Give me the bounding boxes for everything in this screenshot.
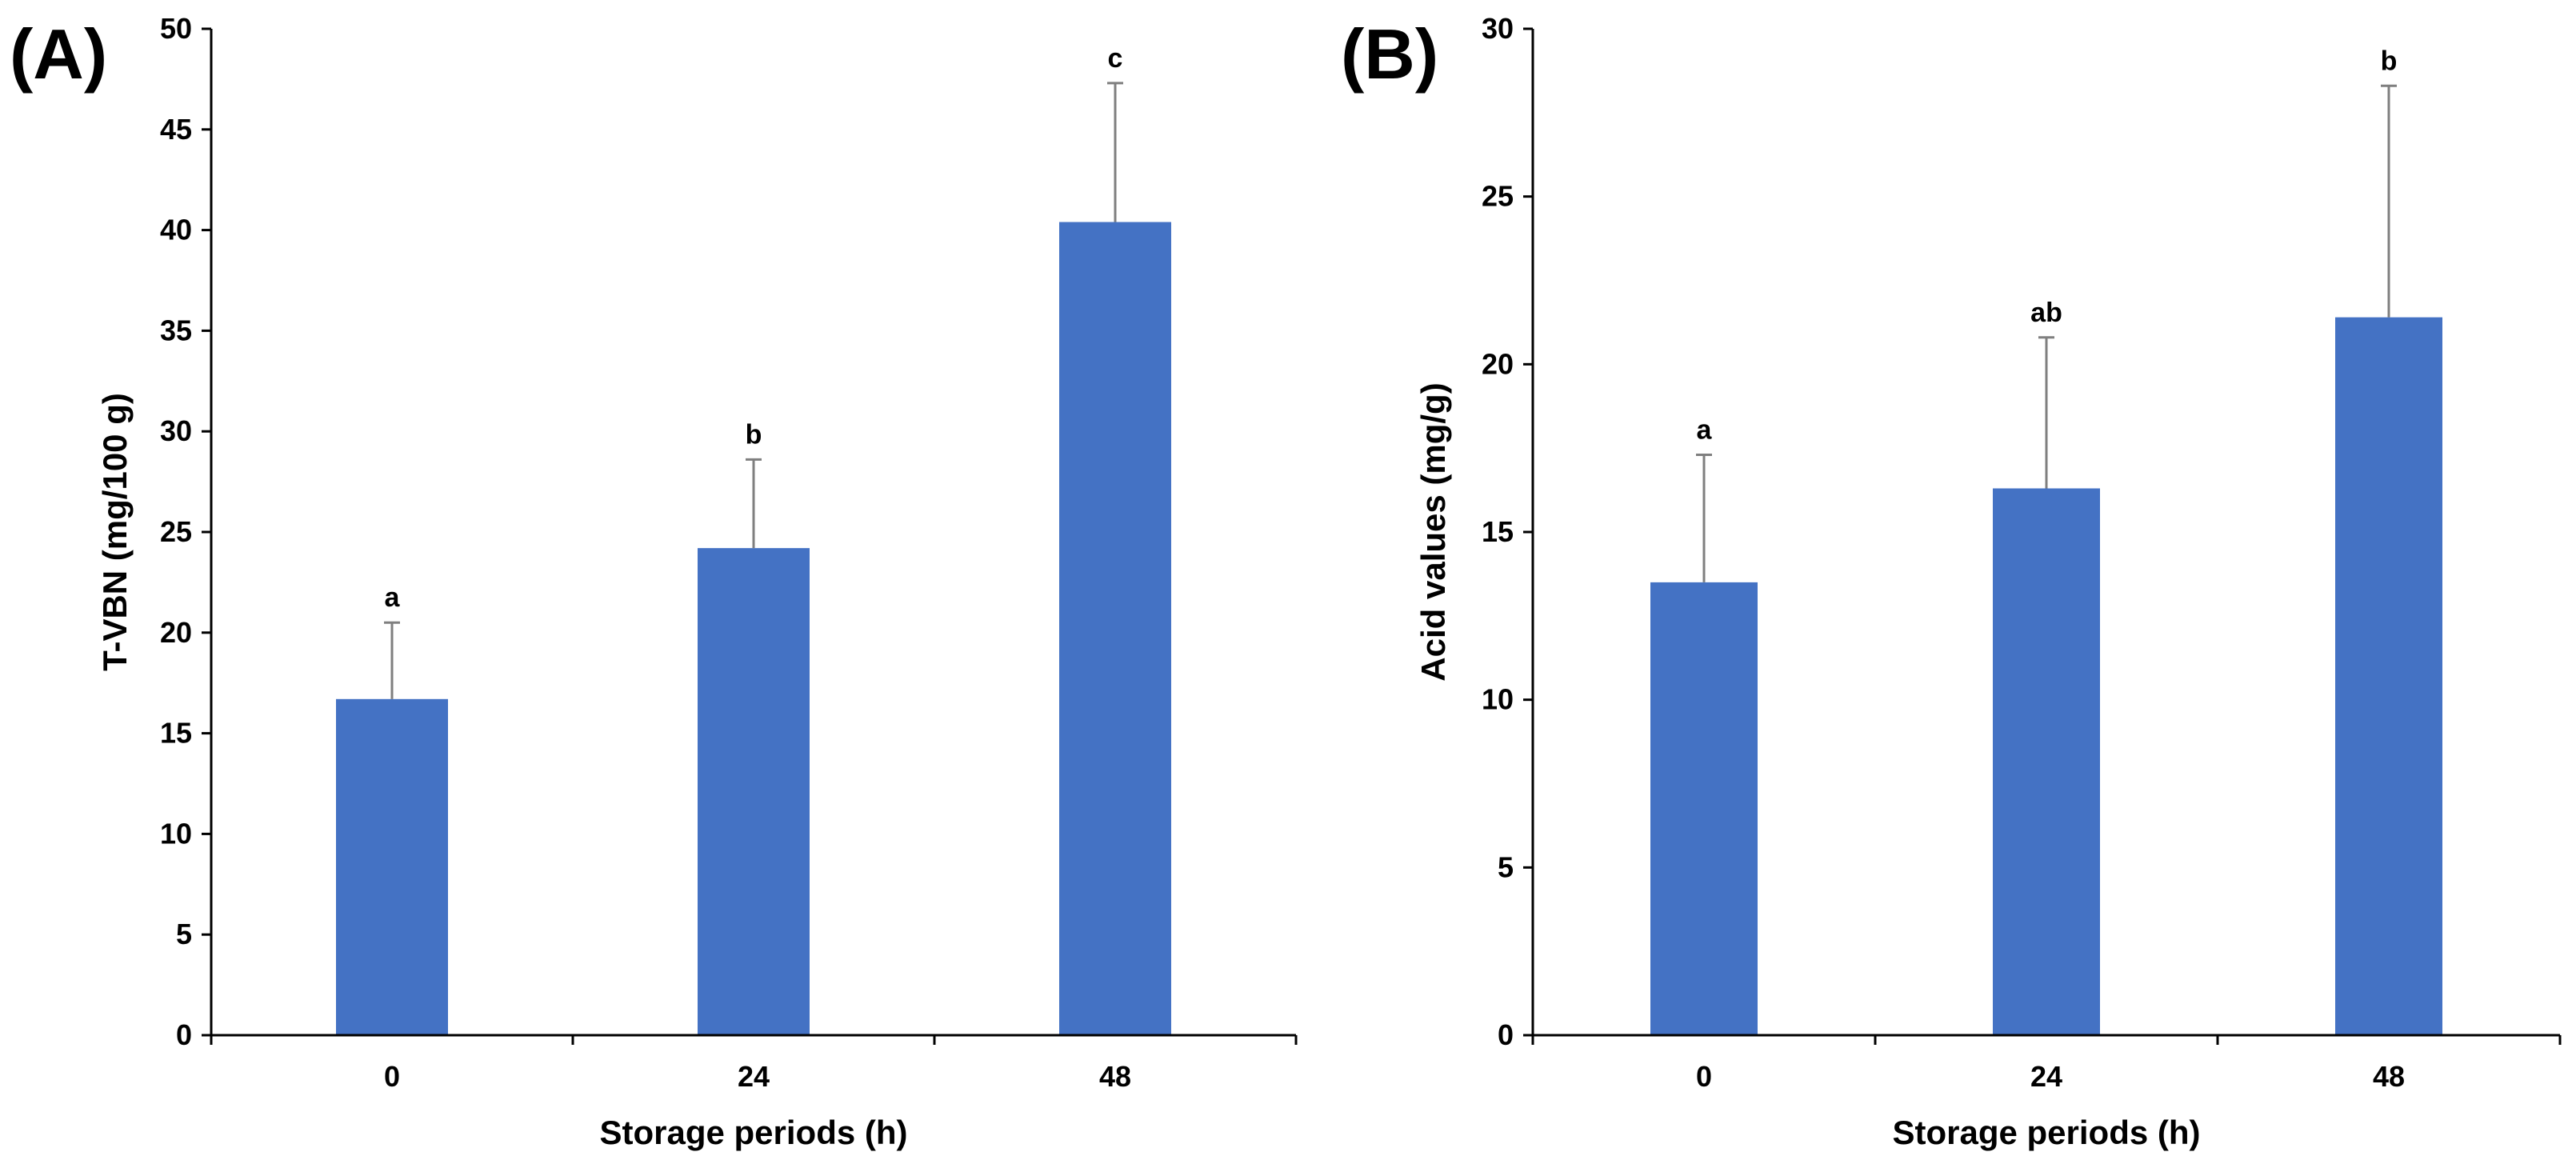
panel-a-y-tick-label: 15 [160,717,192,750]
panel-a-x-axis-ticks: 0 24 48 [210,1035,1298,1093]
panel-b-bar-24 [1993,488,2100,1035]
panel-b-x-axis-title: Storage periods (h) [1892,1114,2200,1151]
panel-b-significance-letters: a ab b [1697,46,2398,445]
panel-a-chart: (A) 0 5 10 15 20 25 30 35 40 45 50 0 24 48 a b c Stora… [10,12,1298,1151]
panel-b-y-tick-label: 20 [1482,347,1514,380]
panel-b-significance-48: b [2381,46,2398,76]
panel-a-y-tick-label: 50 [160,12,192,45]
panel-b-bars [1650,317,2442,1035]
panel-b-x-tick-label: 0 [1696,1060,1712,1093]
panel-b-x-tick-label: 24 [2030,1060,2062,1093]
panel-a-significance-0: a [385,582,401,613]
panel-a-x-tick-label: 24 [738,1060,770,1093]
panel-a-y-tick-label: 30 [160,414,192,447]
panel-b-y-tick-label: 0 [1498,1018,1514,1051]
panel-a-y-tick-label: 25 [160,515,192,548]
panel-a-y-tick-label: 0 [176,1018,192,1051]
panel-a-bar-0 [336,698,448,1035]
panel-a-significance-24: b [746,419,762,450]
panel-b-error-bars [1696,84,2397,582]
panel-a-y-tick-label: 35 [160,314,192,346]
panel-a-error-bars [384,82,1123,699]
panel-b-bar-48 [2335,317,2442,1035]
panel-b-y-tick-label: 10 [1482,683,1514,716]
panel-b-chart: (B) 0 5 10 15 20 25 30 0 24 48 a ab b Storage peri… [1341,12,2562,1151]
panel-a-y-axis-ticks: 0 5 10 15 20 25 30 35 40 45 50 [160,12,211,1051]
panel-a-y-tick-label: 10 [160,817,192,850]
panel-a-y-axis-title: T-VBN (mg/100 g) [96,393,134,671]
panel-b-significance-24: ab [2030,298,2062,328]
panel-a-label: (A) [10,14,107,94]
panel-b-y-tick-label: 25 [1482,180,1514,213]
panel-a-bars [336,222,1171,1035]
panel-a-x-axis-title: Storage periods (h) [599,1114,907,1151]
panel-a-x-tick-label: 0 [384,1060,400,1093]
panel-a-bar-24 [698,548,810,1035]
panel-a-x-tick-label: 48 [1099,1060,1131,1093]
panel-a-significance-48: c [1108,43,1123,74]
panel-b-y-axis-title: Acid values (mg/g) [1414,382,1452,681]
panel-b-bar-0 [1650,582,1758,1035]
panel-b-y-axis-ticks: 0 5 10 15 20 25 30 [1482,12,1533,1051]
panel-a-y-tick-label: 40 [160,214,192,246]
panel-a-y-tick-label: 5 [176,918,192,950]
panel-a-y-tick-label: 45 [160,113,192,146]
panel-a-significance-letters: a b c [385,43,1123,613]
panel-b-y-tick-label: 30 [1482,12,1514,45]
panel-a-bar-48 [1059,222,1171,1035]
panel-b-x-axis-ticks: 0 24 48 [1531,1035,2562,1093]
panel-a-y-tick-label: 20 [160,616,192,649]
panel-b-y-tick-label: 5 [1498,850,1514,883]
panel-b-label: (B) [1341,14,1438,94]
panel-b-significance-0: a [1697,415,1713,446]
panel-b-x-tick-label: 48 [2373,1060,2405,1093]
panel-b-y-tick-label: 15 [1482,515,1514,548]
